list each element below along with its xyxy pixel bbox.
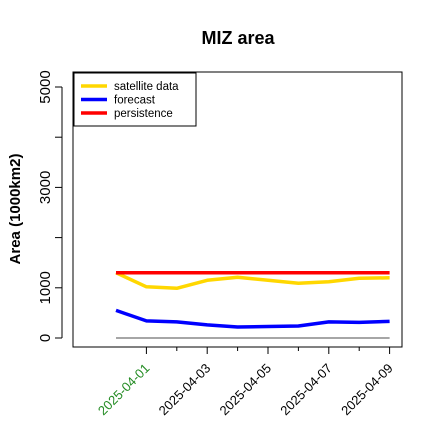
x-tick-label: 2025-04-05 — [216, 361, 274, 419]
y-axis-label: Area (1000km2) — [7, 154, 24, 265]
legend-label: satellite data — [114, 81, 179, 93]
legend-label: persistence — [114, 108, 173, 120]
series-line-forecast — [115, 308, 390, 329]
series-layer — [115, 270, 390, 339]
x-tick-label: 2025-04-09 — [338, 361, 396, 419]
series-line-satellite-data — [115, 271, 390, 291]
chart-title: MIZ area — [201, 28, 275, 48]
y-tick-label: 5000 — [37, 70, 54, 103]
legend-label: forecast — [114, 95, 156, 107]
y-tick-label: 3000 — [37, 171, 54, 204]
x-tick-label: 2025-04-07 — [277, 361, 335, 419]
y-tick-label: 0 — [37, 334, 54, 342]
y-tick-label: 1000 — [37, 271, 54, 304]
x-tick-label: 2025-04-01 — [95, 361, 153, 419]
x-tick-label: 2025-04-03 — [156, 361, 214, 419]
